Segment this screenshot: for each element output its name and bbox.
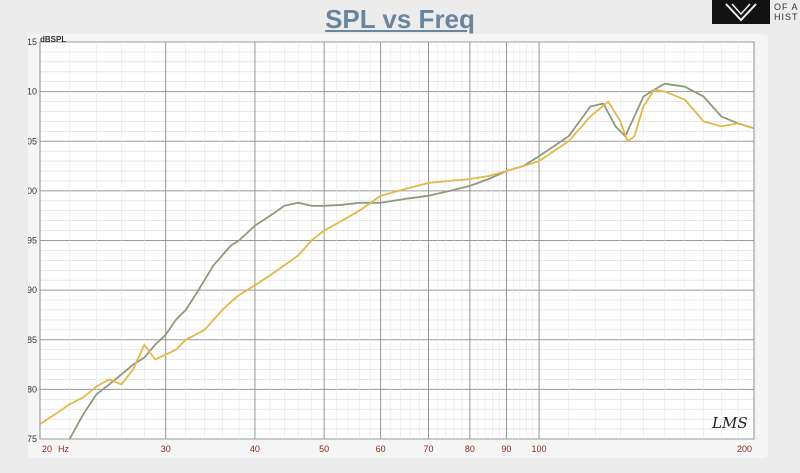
x-tick-label: 20 [42, 444, 52, 454]
y-tick-label: 80 [28, 384, 37, 394]
y-tick-label: 115 [28, 37, 37, 47]
y-axis-label: dBSPL [40, 35, 66, 44]
logo: OF A HIST [712, 0, 800, 24]
x-tick-label: 80 [465, 444, 475, 454]
x-tick-label: 40 [250, 444, 260, 454]
chart-series [39, 82, 755, 440]
logo-mark [712, 0, 770, 24]
y-tick-label: 75 [28, 434, 37, 444]
series-line-2 [39, 88, 755, 425]
x-tick-label: 30 [161, 444, 171, 454]
y-tick-label: 110 [28, 87, 37, 97]
y-tick-label: 100 [28, 186, 37, 196]
y-tick-label: 90 [28, 285, 37, 295]
chart-panel: 75 80 85 90 95 100 105 110 115 20 30 40 50 60 70 80 90 10… [28, 34, 768, 458]
chart-ticks: 75 80 85 90 95 100 105 110 115 20 30 40 50 60 70 80 90 10… [28, 37, 752, 454]
x-axis-unit: Hz [58, 444, 69, 454]
y-tick-label: 95 [28, 236, 37, 246]
series-line-1 [68, 82, 755, 440]
chart-title: SPL vs Freq [325, 4, 475, 34]
chart-grid [39, 41, 755, 440]
logo-text-line2: HIST [774, 12, 799, 22]
chart-plot: 75 80 85 90 95 100 105 110 115 20 30 40 50 60 70 80 90 10… [28, 35, 755, 454]
x-tick-label: 50 [319, 444, 329, 454]
x-tick-label: 100 [532, 444, 547, 454]
y-tick-label: 85 [28, 335, 37, 345]
y-tick-label: 105 [28, 136, 37, 146]
x-tick-label: 60 [376, 444, 386, 454]
x-tick-label: 200 [737, 444, 752, 454]
x-tick-label: 70 [423, 444, 433, 454]
signature: LMS [711, 414, 748, 432]
logo-text-line1: OF A [774, 2, 799, 12]
x-tick-label: 90 [501, 444, 511, 454]
